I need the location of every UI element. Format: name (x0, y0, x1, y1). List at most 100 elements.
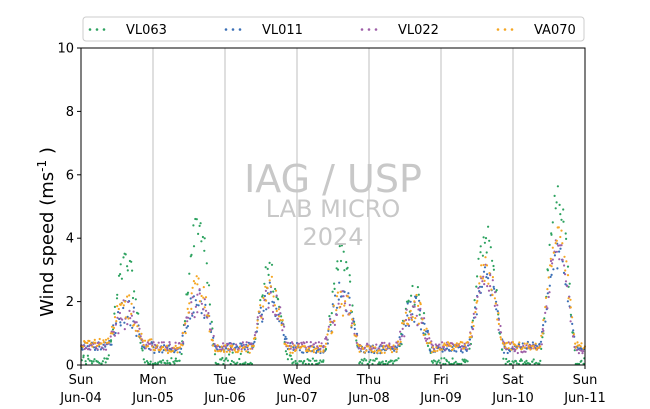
data-point (98, 345, 101, 348)
data-point (166, 362, 169, 365)
data-point (132, 306, 135, 309)
data-point (85, 346, 88, 350)
data-point (313, 359, 316, 362)
data-point (254, 331, 257, 334)
data-point (267, 302, 270, 305)
data-point (105, 341, 109, 344)
data-point (163, 344, 166, 347)
data-point (220, 345, 223, 348)
data-point (107, 341, 110, 344)
data-point (266, 286, 269, 289)
data-point (137, 312, 140, 315)
data-point (353, 334, 356, 337)
data-point (250, 342, 253, 345)
data-point (460, 348, 463, 351)
data-point (200, 302, 203, 305)
data-point (423, 317, 426, 320)
data-point (110, 325, 114, 328)
data-point (289, 342, 292, 345)
data-point (411, 316, 414, 319)
data-point (577, 352, 581, 355)
data-point (272, 301, 276, 304)
data-point (113, 305, 116, 308)
data-point (550, 273, 553, 276)
data-point (115, 320, 118, 323)
data-point (261, 294, 264, 297)
data-point (225, 357, 228, 360)
data-point (166, 344, 169, 347)
data-point (401, 327, 404, 330)
data-point (326, 338, 329, 341)
data-point (100, 362, 103, 365)
data-point (479, 251, 482, 254)
data-point (388, 342, 391, 345)
data-point (198, 300, 201, 303)
data-point (414, 296, 418, 300)
data-point (496, 318, 499, 321)
data-point (116, 293, 119, 296)
data-point (358, 350, 361, 353)
data-point (504, 362, 507, 365)
data-point (290, 358, 293, 361)
data-point (102, 341, 105, 344)
data-point (445, 347, 449, 350)
data-point (301, 343, 304, 346)
data-point (206, 316, 209, 319)
data-point (331, 321, 335, 324)
data-point (368, 347, 371, 350)
data-point (256, 316, 259, 319)
data-point (525, 359, 528, 362)
x-tick-date-label: Jun-07 (275, 391, 318, 406)
data-point (324, 337, 327, 340)
data-point (210, 328, 213, 331)
data-point (154, 362, 157, 365)
data-point (411, 284, 414, 288)
data-point (562, 220, 565, 223)
data-point (491, 276, 494, 279)
data-point (266, 267, 269, 270)
data-point (230, 342, 233, 345)
data-point (561, 258, 564, 261)
data-point (359, 344, 362, 347)
data-point (337, 302, 340, 305)
data-point (443, 357, 446, 360)
data-point (470, 325, 473, 328)
data-point (476, 295, 479, 298)
data-point (157, 341, 160, 344)
data-point (343, 269, 346, 272)
watermark-year: 2024 (302, 223, 363, 251)
data-point (484, 237, 488, 240)
data-point (486, 273, 489, 276)
data-point (427, 333, 430, 336)
data-point (487, 289, 491, 292)
data-point (582, 347, 585, 350)
data-point (159, 346, 162, 349)
data-point (226, 359, 229, 362)
data-point (451, 348, 454, 351)
data-point (580, 349, 583, 352)
data-point (551, 262, 554, 265)
data-point (203, 298, 206, 301)
data-point (259, 304, 262, 307)
data-point (102, 339, 105, 342)
data-point (342, 250, 345, 253)
data-point (281, 329, 284, 332)
data-point (441, 350, 444, 353)
data-point (92, 341, 95, 344)
data-point (411, 318, 414, 322)
data-point (193, 316, 196, 319)
data-point (315, 351, 318, 354)
data-point (542, 329, 545, 332)
data-point (204, 296, 208, 299)
y-tick-label: 6 (66, 168, 74, 183)
data-point (126, 315, 129, 318)
data-point (208, 303, 211, 306)
data-point (563, 255, 566, 258)
plot-points (80, 185, 587, 366)
data-point (566, 300, 570, 303)
data-point (96, 344, 99, 347)
data-point (334, 294, 337, 297)
legend-marker (367, 28, 371, 31)
data-point (402, 322, 405, 325)
data-point (385, 344, 388, 347)
